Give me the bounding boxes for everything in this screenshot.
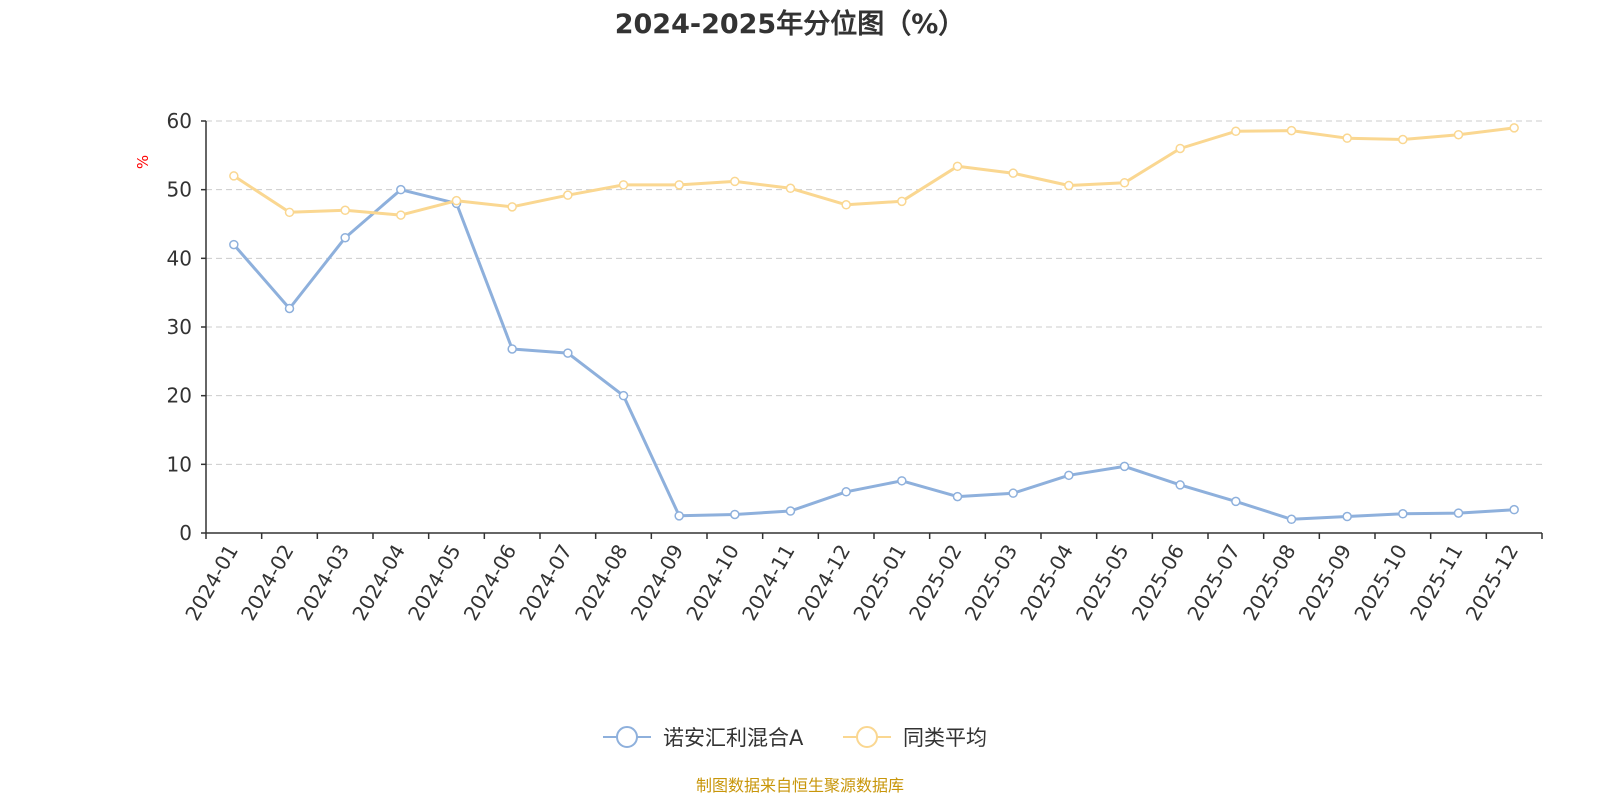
chart-title: 2024-2025年分位图（%） xyxy=(615,8,966,40)
data-point xyxy=(952,161,963,172)
data-point xyxy=(1286,125,1297,136)
legend-label: 诺安汇利混合A xyxy=(663,726,804,750)
x-tick-label: 2025-01 xyxy=(848,540,911,624)
data-point xyxy=(396,210,406,220)
data-point xyxy=(1453,508,1464,518)
source-note: 制图数据来自恒生聚源数据库 xyxy=(696,776,904,795)
data-point xyxy=(1398,509,1408,519)
y-axis-ticks: 0 10 20 30 40 50 60 xyxy=(167,109,206,545)
data-point xyxy=(674,180,684,190)
data-point xyxy=(785,183,796,194)
data-point xyxy=(730,176,740,187)
x-tick-label: 2024-12 xyxy=(793,540,856,624)
x-tick-label: 2025-12 xyxy=(1461,540,1524,624)
data-point xyxy=(841,487,851,497)
x-axis-ticks: 2024-012024-022024-032024-042024-052024-… xyxy=(180,533,1543,625)
x-tick-label: 2024-03 xyxy=(292,540,355,624)
x-tick-label: 2025-04 xyxy=(1015,540,1078,624)
legend-label: 同类平均 xyxy=(903,726,987,750)
x-tick-label: 2025-06 xyxy=(1127,540,1190,624)
data-point xyxy=(1231,496,1241,507)
x-tick-label: 2024-02 xyxy=(236,540,299,624)
x-tick-label: 2025-07 xyxy=(1182,540,1245,624)
y-tick-label: 10 xyxy=(167,452,192,476)
data-point xyxy=(1175,480,1185,490)
series-line xyxy=(232,126,1515,217)
data-point xyxy=(785,506,796,516)
x-tick-label: 2024-01 xyxy=(180,540,243,624)
data-point xyxy=(1008,168,1018,178)
data-point xyxy=(563,348,573,358)
data-point xyxy=(1119,178,1130,188)
gridlines xyxy=(206,120,1542,465)
y-axis-unit: % xyxy=(134,155,152,169)
legend[interactable]: 诺安汇利混合A 同类平均 xyxy=(603,726,987,750)
data-point xyxy=(396,184,406,195)
data-point xyxy=(507,202,517,212)
x-tick-label: 2024-08 xyxy=(570,540,633,624)
data-point xyxy=(1008,488,1018,498)
series-line xyxy=(232,188,1515,521)
y-tick-label: 20 xyxy=(167,384,192,408)
x-tick-label: 2025-10 xyxy=(1349,540,1412,624)
data-point xyxy=(1509,123,1519,133)
data-point xyxy=(618,180,629,190)
data-point xyxy=(1509,504,1519,515)
data-point xyxy=(563,190,573,200)
data-point xyxy=(507,344,517,354)
x-tick-label: 2024-05 xyxy=(403,540,466,624)
data-point xyxy=(841,200,851,210)
data-point xyxy=(674,511,684,521)
x-tick-label: 2024-06 xyxy=(459,540,522,624)
y-tick-label: 50 xyxy=(167,178,192,202)
x-tick-label: 2025-05 xyxy=(1071,540,1134,624)
series-2 xyxy=(229,123,1519,220)
y-tick-label: 30 xyxy=(167,315,192,339)
x-tick-label: 2024-11 xyxy=(737,540,800,624)
x-tick-label: 2025-08 xyxy=(1238,540,1301,624)
data-point xyxy=(1398,134,1408,145)
data-point xyxy=(1342,133,1352,143)
y-tick-label: 40 xyxy=(167,246,192,270)
x-tick-label: 2025-03 xyxy=(960,540,1023,624)
legend-item-1[interactable]: 诺安汇利混合A xyxy=(603,726,804,750)
series-group xyxy=(229,123,1519,525)
x-tick-label: 2025-09 xyxy=(1294,540,1357,624)
data-point xyxy=(340,232,350,243)
data-point xyxy=(340,205,350,216)
data-point xyxy=(451,195,462,206)
data-point xyxy=(1119,461,1130,472)
data-point xyxy=(897,196,907,207)
x-tick-label: 2025-11 xyxy=(1405,540,1468,624)
data-point xyxy=(229,171,239,181)
data-point xyxy=(897,476,907,486)
data-point xyxy=(1175,143,1185,154)
data-point xyxy=(952,491,963,502)
data-point xyxy=(284,303,295,314)
series-1 xyxy=(229,184,1519,525)
x-tick-label: 2024-10 xyxy=(681,540,744,624)
data-point xyxy=(1453,129,1464,140)
data-point xyxy=(1231,126,1241,137)
data-point xyxy=(1286,514,1297,525)
y-tick-label: 0 xyxy=(179,521,192,545)
legend-marker xyxy=(856,726,878,748)
data-point xyxy=(229,239,239,250)
data-point xyxy=(618,390,629,401)
legend-item-2[interactable]: 同类平均 xyxy=(843,726,987,750)
x-tick-label: 2024-07 xyxy=(514,540,577,624)
data-point xyxy=(284,207,295,218)
y-tick-label: 60 xyxy=(167,109,192,133)
x-tick-label: 2025-02 xyxy=(904,540,967,624)
x-tick-label: 2024-09 xyxy=(626,540,689,624)
legend-marker xyxy=(616,726,638,748)
data-point xyxy=(1342,511,1352,522)
x-tick-label: 2024-04 xyxy=(347,540,410,624)
data-point xyxy=(730,509,740,520)
data-point xyxy=(1064,180,1074,191)
data-point xyxy=(1064,470,1074,481)
